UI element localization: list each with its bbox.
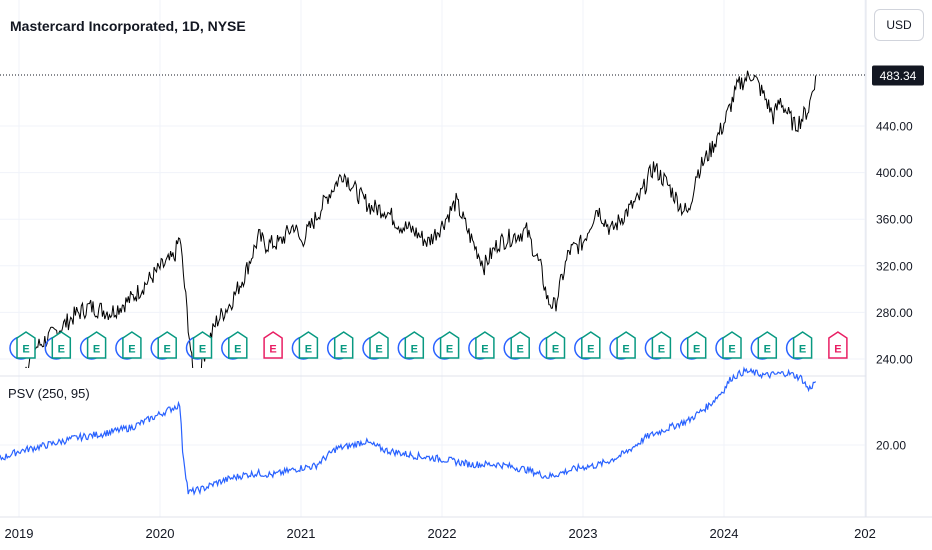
x-tick-label: 2019	[5, 526, 34, 541]
earnings-marker[interactable]: E	[574, 331, 601, 360]
earnings-badge	[192, 331, 213, 359]
last-price-badge	[872, 65, 924, 86]
earnings-marker-upcoming[interactable]: E	[828, 331, 848, 359]
earnings-badge	[651, 331, 672, 359]
earnings-marker[interactable]: E	[644, 331, 672, 360]
earnings-badge	[51, 331, 72, 359]
earnings-badge	[157, 331, 177, 359]
earnings-badge	[122, 331, 142, 359]
earnings-badge	[686, 331, 707, 359]
earnings-badge	[545, 331, 566, 359]
earnings-marker[interactable]: E	[150, 331, 177, 360]
earnings-letter: E	[622, 344, 629, 356]
earnings-badge	[369, 331, 389, 359]
earnings-letter: E	[199, 344, 206, 356]
earnings-badge	[475, 331, 495, 359]
earnings-badge	[298, 331, 319, 359]
earnings-badge	[510, 331, 530, 359]
earnings-badge	[581, 331, 601, 359]
currency-button[interactable]: USD	[874, 9, 924, 41]
earnings-letter: E	[164, 344, 171, 356]
y-tick-label: 360.00	[876, 213, 913, 227]
earnings-marker[interactable]: E	[609, 331, 636, 360]
earnings-letter: E	[552, 344, 559, 356]
earnings-letter: E	[517, 344, 524, 356]
earnings-marker[interactable]: E	[79, 331, 107, 360]
earnings-marker[interactable]: E	[291, 331, 319, 360]
indicator-title: PSV (250, 95)	[8, 386, 90, 401]
earnings-badge	[439, 331, 460, 359]
y-tick-label: 440.00	[876, 120, 913, 134]
earnings-marker[interactable]: E	[362, 331, 389, 360]
earnings-marker[interactable]: E	[185, 331, 213, 360]
axes: 240.00 280.00 320.00 360.00 400.00 440.00 20.0…	[5, 65, 924, 541]
earnings-badge	[263, 331, 283, 359]
earnings-letter: E	[728, 344, 735, 356]
earnings-marker-upcoming[interactable]: E	[263, 331, 283, 359]
earnings-letter: E	[658, 344, 665, 356]
earnings-letter: E	[411, 344, 418, 356]
earnings-marker[interactable]: E	[44, 331, 72, 360]
earnings-marker[interactable]: E	[9, 331, 36, 360]
earnings-letter: E	[481, 344, 488, 356]
earnings-letter: E	[375, 344, 382, 356]
earnings-letter: E	[693, 344, 700, 356]
earnings-marker[interactable]: E	[115, 331, 142, 360]
earnings-badge	[828, 331, 848, 359]
earnings-letter: E	[234, 344, 241, 356]
earnings-letter: E	[58, 344, 65, 356]
earnings-badge	[616, 331, 636, 359]
earnings-marker[interactable]: E	[715, 331, 742, 360]
x-tick-label: 2024	[710, 526, 739, 541]
price-series	[25, 70, 817, 368]
earnings-marker[interactable]: E	[221, 331, 248, 360]
earnings-letter: E	[340, 344, 347, 356]
y-tick-label: 280.00	[876, 306, 913, 320]
chart-title: Mastercard Incorporated, 1D, NYSE	[10, 18, 246, 34]
x-tick-label: 2021	[287, 526, 316, 541]
earnings-badge	[404, 331, 425, 359]
earnings-marker[interactable]: E	[538, 331, 566, 360]
earnings-letter: E	[764, 344, 771, 356]
x-tick-label: 2022	[428, 526, 457, 541]
y-tick-label: 240.00	[876, 353, 913, 367]
earnings-letter: E	[22, 344, 29, 356]
earnings-badge	[16, 331, 36, 359]
earnings-letter: E	[587, 344, 594, 356]
last-price-label: 483.34	[880, 69, 917, 83]
earnings-badge	[722, 331, 742, 359]
earnings-badge	[333, 331, 354, 359]
x-tick-label: 2023	[569, 526, 598, 541]
grid	[0, 0, 866, 517]
earnings-letter: E	[93, 344, 100, 356]
earnings-badge	[86, 331, 107, 359]
earnings-badge	[792, 331, 813, 359]
psv-series	[0, 366, 817, 496]
earnings-marker[interactable]: E	[468, 331, 495, 360]
price-line	[25, 70, 817, 368]
earnings-marker[interactable]: E	[750, 331, 778, 360]
earnings-letter: E	[305, 344, 312, 356]
earnings-letter: E	[128, 344, 135, 356]
earnings-letter: E	[269, 344, 276, 356]
earnings-letter: E	[446, 344, 453, 356]
earnings-badge	[228, 331, 248, 359]
earnings-letter: E	[799, 344, 806, 356]
x-tick-label: 202	[854, 526, 876, 541]
x-tick-label: 2020	[146, 526, 175, 541]
y-tick-label: 20.00	[876, 439, 906, 453]
earnings-badge	[757, 331, 778, 359]
earnings-marker[interactable]: E	[679, 331, 707, 360]
earnings-marker[interactable]: E	[397, 331, 425, 360]
y-tick-label: 320.00	[876, 259, 913, 273]
earnings-marker[interactable]: E	[785, 331, 813, 360]
earnings-marker[interactable]: E	[503, 331, 530, 360]
psv-line	[0, 366, 817, 496]
earnings-letter: E	[834, 344, 841, 356]
earnings-marker[interactable]: E	[432, 331, 460, 360]
y-tick-label: 400.00	[876, 166, 913, 180]
earnings-marker[interactable]: E	[326, 331, 354, 360]
